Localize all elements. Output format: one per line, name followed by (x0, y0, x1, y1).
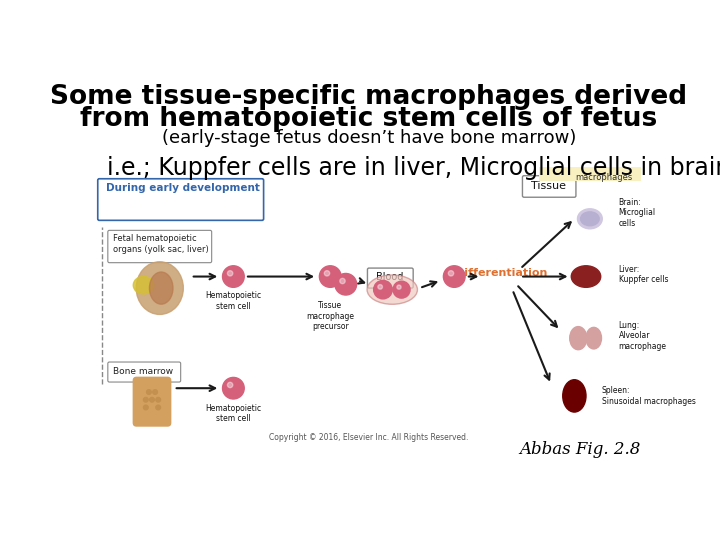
Text: Hematopoietic
stem cell: Hematopoietic stem cell (205, 291, 261, 310)
Text: Tissue
macrophage
precursor: Tissue macrophage precursor (306, 301, 354, 331)
Circle shape (153, 390, 158, 394)
Circle shape (444, 266, 465, 287)
Text: Brain:
Microglial
cells: Brain: Microglial cells (618, 198, 656, 227)
Circle shape (143, 397, 148, 402)
Ellipse shape (571, 266, 600, 287)
Text: macrophages: macrophages (575, 173, 632, 181)
Ellipse shape (570, 327, 587, 350)
Text: from hematopoietic stem cells of fetus: from hematopoietic stem cells of fetus (81, 106, 657, 132)
Ellipse shape (150, 272, 173, 304)
FancyBboxPatch shape (367, 268, 413, 288)
Circle shape (335, 273, 356, 295)
FancyBboxPatch shape (108, 231, 212, 262)
Text: Tissue: Tissue (531, 181, 567, 192)
Circle shape (150, 397, 154, 402)
Circle shape (449, 271, 454, 276)
Ellipse shape (563, 380, 586, 412)
Text: (early-stage fetus doesn’t have bone marrow): (early-stage fetus doesn’t have bone mar… (162, 129, 576, 147)
Circle shape (228, 271, 233, 276)
Ellipse shape (367, 275, 418, 304)
Circle shape (147, 390, 151, 394)
Text: Abbas Fig. 2.8: Abbas Fig. 2.8 (519, 441, 640, 457)
Ellipse shape (586, 327, 601, 349)
Circle shape (374, 280, 392, 299)
Circle shape (156, 405, 161, 410)
Circle shape (320, 266, 341, 287)
Circle shape (397, 285, 401, 289)
Ellipse shape (577, 209, 602, 229)
Text: i.e.; Kuppfer cells are in liver, Microglial cells in brain: i.e.; Kuppfer cells are in liver, Microg… (107, 156, 720, 180)
Text: Fetal hematopoietic
organs (yolk sac, liver): Fetal hematopoietic organs (yolk sac, li… (113, 234, 209, 254)
Circle shape (378, 285, 382, 289)
Text: Hematopoietic
stem cell: Hematopoietic stem cell (205, 403, 261, 423)
Ellipse shape (133, 276, 154, 294)
FancyBboxPatch shape (539, 167, 641, 181)
Ellipse shape (136, 262, 184, 314)
FancyBboxPatch shape (523, 176, 576, 197)
Circle shape (340, 278, 345, 284)
Text: Differentiation: Differentiation (454, 268, 547, 278)
Circle shape (393, 281, 410, 298)
Text: Lung:
Alveolar
macrophage: Lung: Alveolar macrophage (618, 321, 667, 351)
Circle shape (222, 266, 244, 287)
Text: Copyright © 2016, Elsevier Inc. All Rights Reserved.: Copyright © 2016, Elsevier Inc. All Righ… (269, 433, 469, 442)
Circle shape (156, 397, 161, 402)
Text: Bone marrow: Bone marrow (113, 367, 174, 376)
FancyBboxPatch shape (132, 377, 171, 427)
Text: Blood: Blood (377, 272, 404, 281)
FancyBboxPatch shape (108, 362, 181, 382)
Circle shape (143, 405, 148, 410)
Text: During early development: During early development (106, 183, 259, 193)
Text: Spleen:
Sinusoidal macrophages: Spleen: Sinusoidal macrophages (601, 386, 696, 406)
Circle shape (324, 271, 330, 276)
Ellipse shape (580, 212, 599, 226)
FancyBboxPatch shape (98, 179, 264, 220)
Text: Liver:
Kuppfer cells: Liver: Kuppfer cells (618, 265, 668, 284)
Circle shape (222, 377, 244, 399)
Text: Some tissue-specific macrophages derived: Some tissue-specific macrophages derived (50, 84, 688, 110)
Circle shape (228, 382, 233, 388)
